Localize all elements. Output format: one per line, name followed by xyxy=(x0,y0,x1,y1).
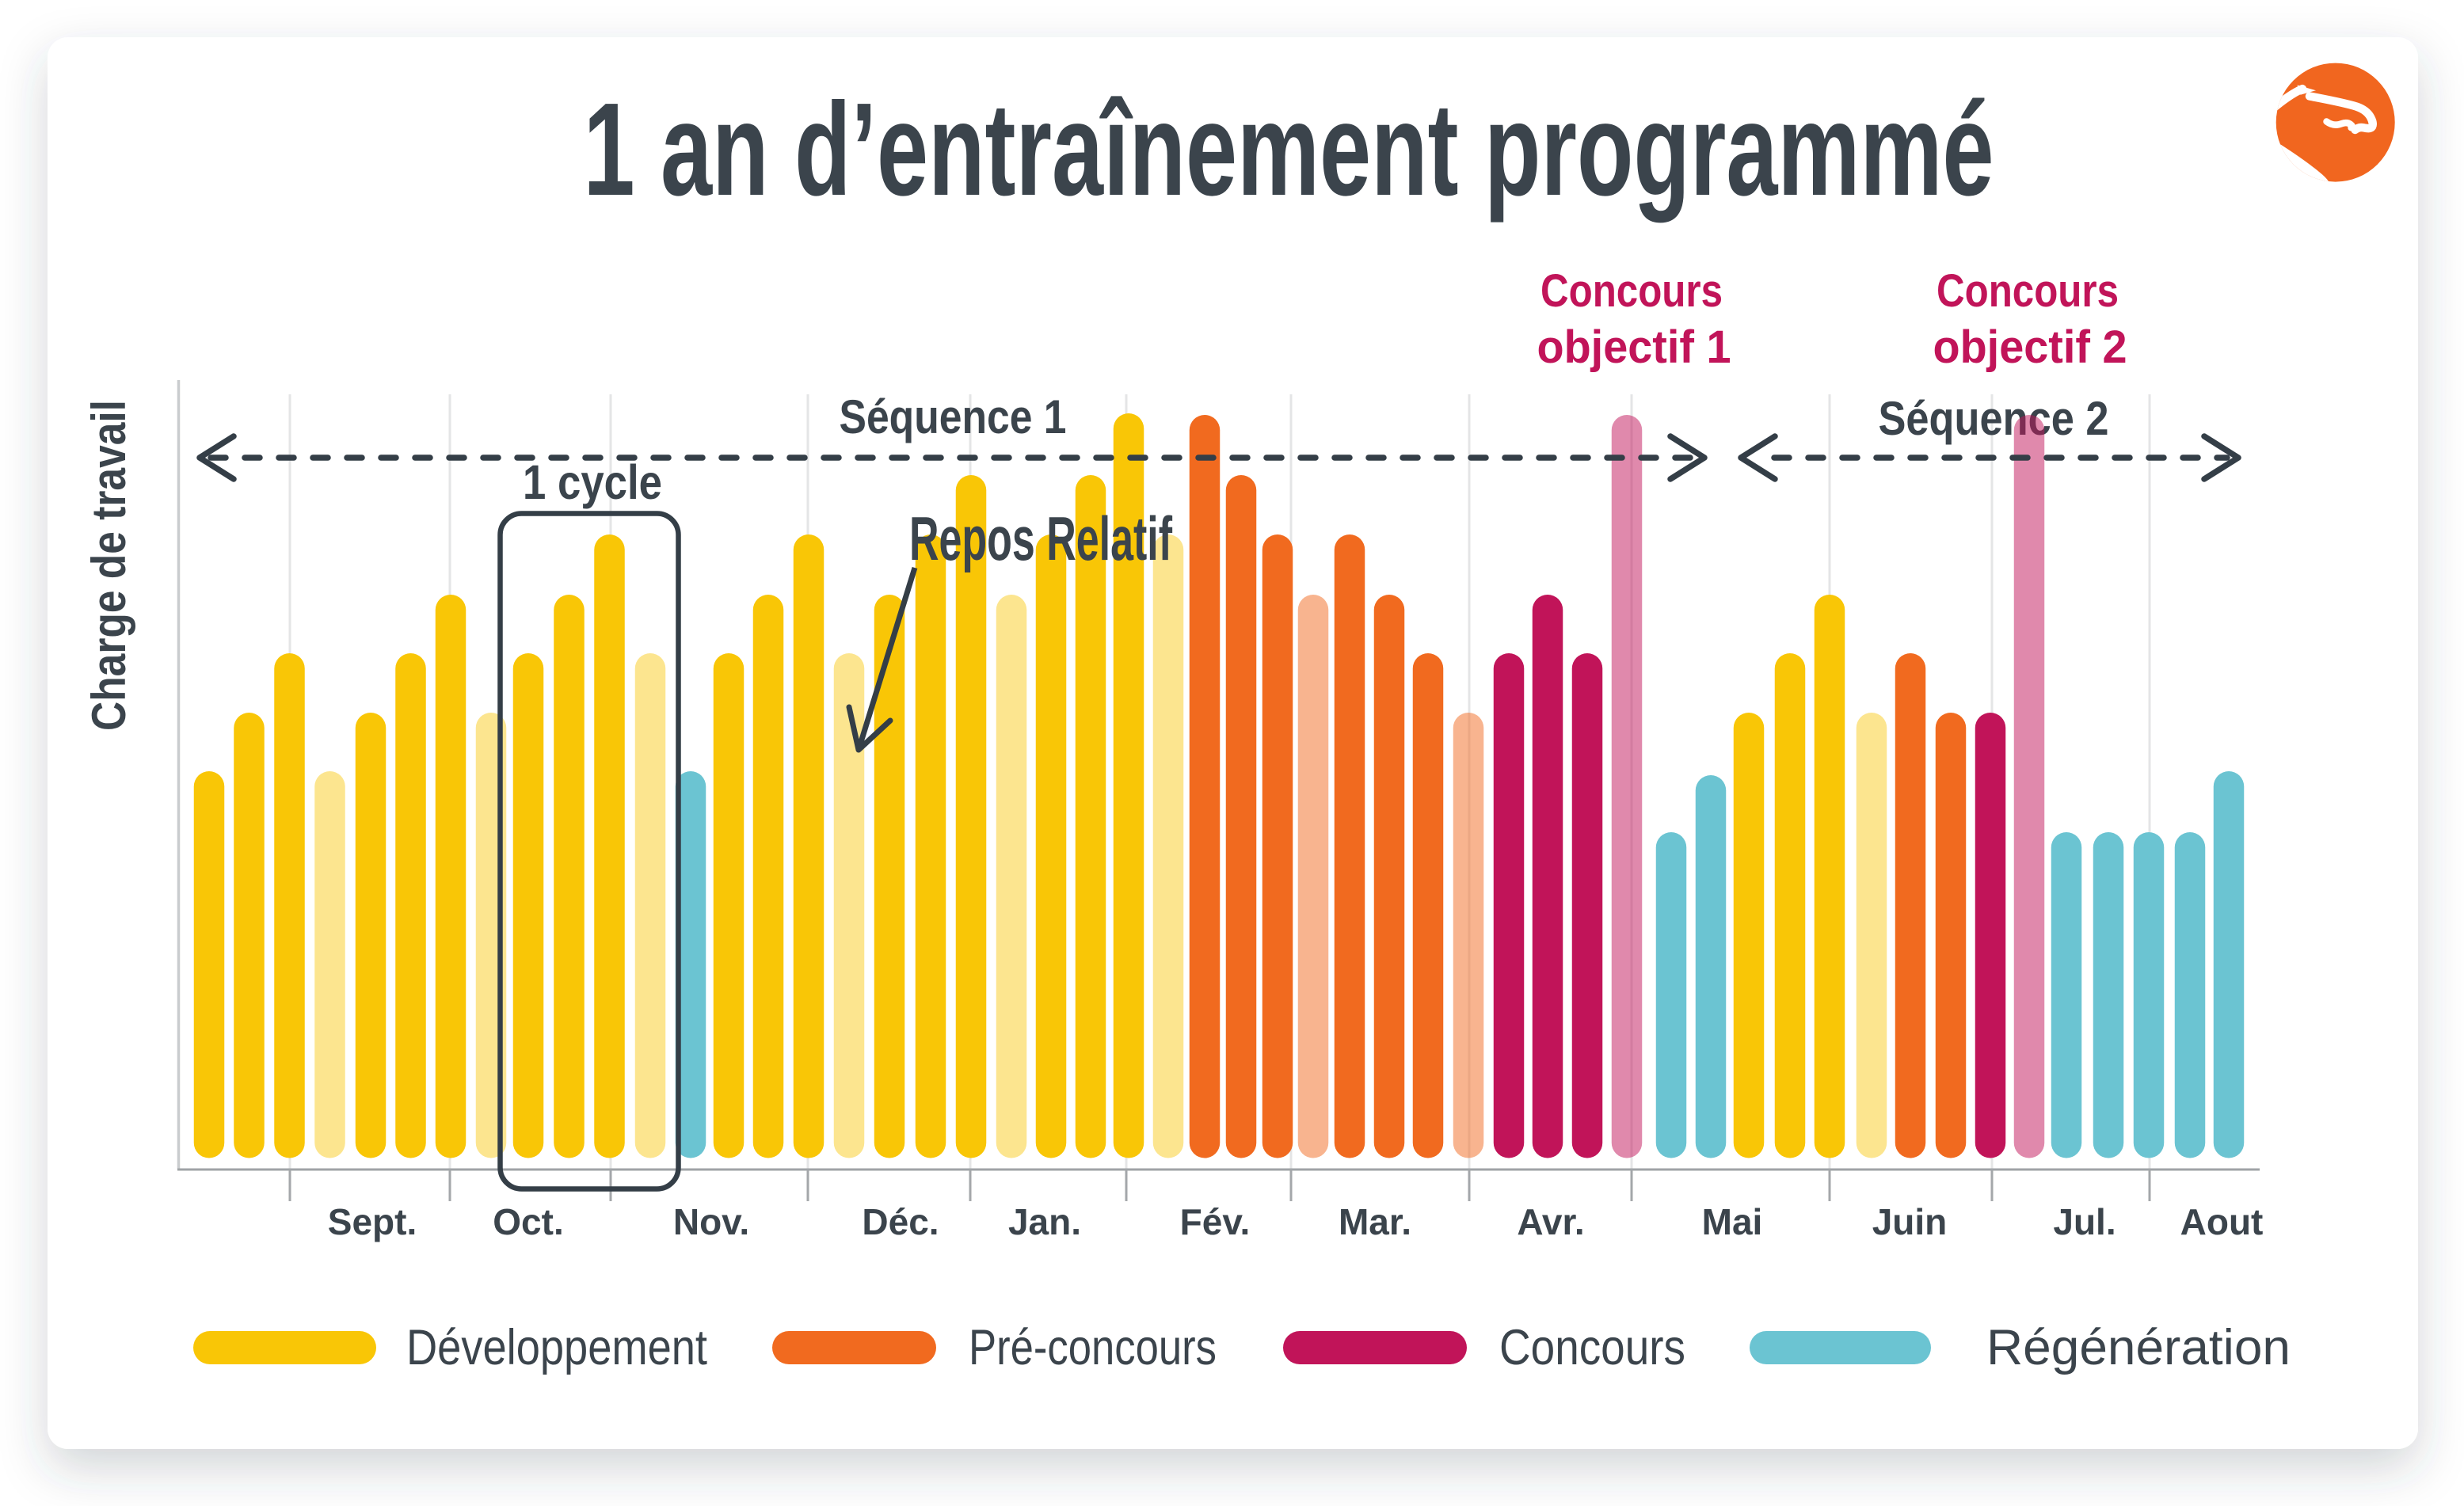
svg-text:Avr.: Avr. xyxy=(1517,1201,1584,1242)
svg-text:1 cycle: 1 cycle xyxy=(523,455,662,509)
svg-text:Déc.: Déc. xyxy=(862,1201,939,1242)
svg-text:Aout: Aout xyxy=(2180,1201,2264,1242)
svg-text:Oct.: Oct. xyxy=(493,1201,563,1242)
svg-text:Charge de travail: Charge de travail xyxy=(82,400,135,731)
svg-text:Mar.: Mar. xyxy=(1339,1201,1411,1242)
svg-text:Jul.: Jul. xyxy=(2053,1201,2116,1242)
svg-text:Repos Relatif: Repos Relatif xyxy=(909,504,1173,573)
svg-text:Jan.: Jan. xyxy=(1008,1201,1081,1242)
svg-text:Régénération: Régénération xyxy=(1986,1320,2291,1375)
svg-text:Développement: Développement xyxy=(406,1320,707,1375)
svg-text:Séquence 2: Séquence 2 xyxy=(1879,392,2109,445)
svg-text:objectif 2: objectif 2 xyxy=(1933,321,2127,373)
svg-text:Sept.: Sept. xyxy=(328,1201,417,1242)
svg-text:Mai: Mai xyxy=(1702,1201,1763,1242)
svg-text:Concours: Concours xyxy=(1499,1320,1685,1375)
svg-text:Concours: Concours xyxy=(1937,265,2119,317)
svg-text:1 an d’entraînement programmé: 1 an d’entraînement programmé xyxy=(584,76,1994,223)
svg-text:Séquence 1: Séquence 1 xyxy=(840,390,1067,443)
svg-text:Pré-concours: Pré-concours xyxy=(969,1320,1217,1375)
svg-text:Nov.: Nov. xyxy=(673,1201,749,1242)
svg-text:Juin: Juin xyxy=(1872,1201,1948,1242)
svg-text:Fév.: Fév. xyxy=(1180,1201,1251,1242)
svg-text:Concours: Concours xyxy=(1540,265,1723,317)
svg-text:objectif 1: objectif 1 xyxy=(1537,321,1731,373)
